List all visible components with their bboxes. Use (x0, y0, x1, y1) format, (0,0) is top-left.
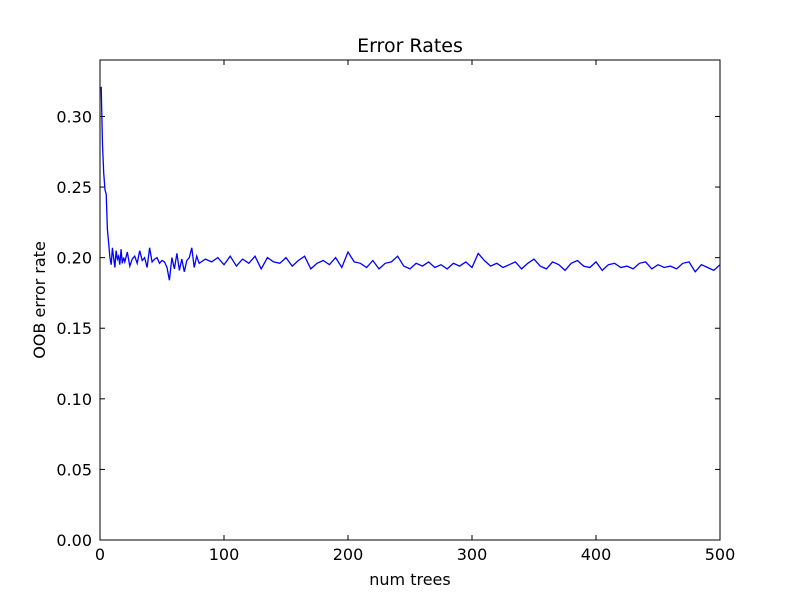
y-tick-label: 0.20 (56, 249, 92, 268)
y-tick-label: 0.15 (56, 319, 92, 338)
x-tick-label: 0 (95, 545, 105, 564)
y-tick-label: 0.10 (56, 390, 92, 409)
y-tick-label: 0.05 (56, 460, 92, 479)
plot-area (99, 59, 721, 541)
series-layer (100, 86, 721, 281)
series-line (100, 86, 721, 281)
x-tick-label: 400 (581, 545, 612, 564)
x-tick-label: 500 (705, 545, 736, 564)
y-axis-ticks: 0.00 0.05 0.10 0.15 0.20 0.25 0.30 (56, 107, 720, 550)
x-tick-label: 200 (333, 545, 364, 564)
y-tick-label: 0.00 (56, 531, 92, 550)
x-tick-label: 300 (457, 545, 488, 564)
x-axis-label: num trees (369, 570, 450, 589)
x-axis-ticks: 0 100 200 300 400 500 (95, 60, 735, 564)
y-axis-label: OOB error rate (30, 241, 49, 359)
y-tick-label: 0.25 (56, 178, 92, 197)
chart-title: Error Rates (357, 35, 463, 57)
x-tick-label: 100 (209, 545, 240, 564)
y-tick-label: 0.30 (56, 107, 92, 126)
